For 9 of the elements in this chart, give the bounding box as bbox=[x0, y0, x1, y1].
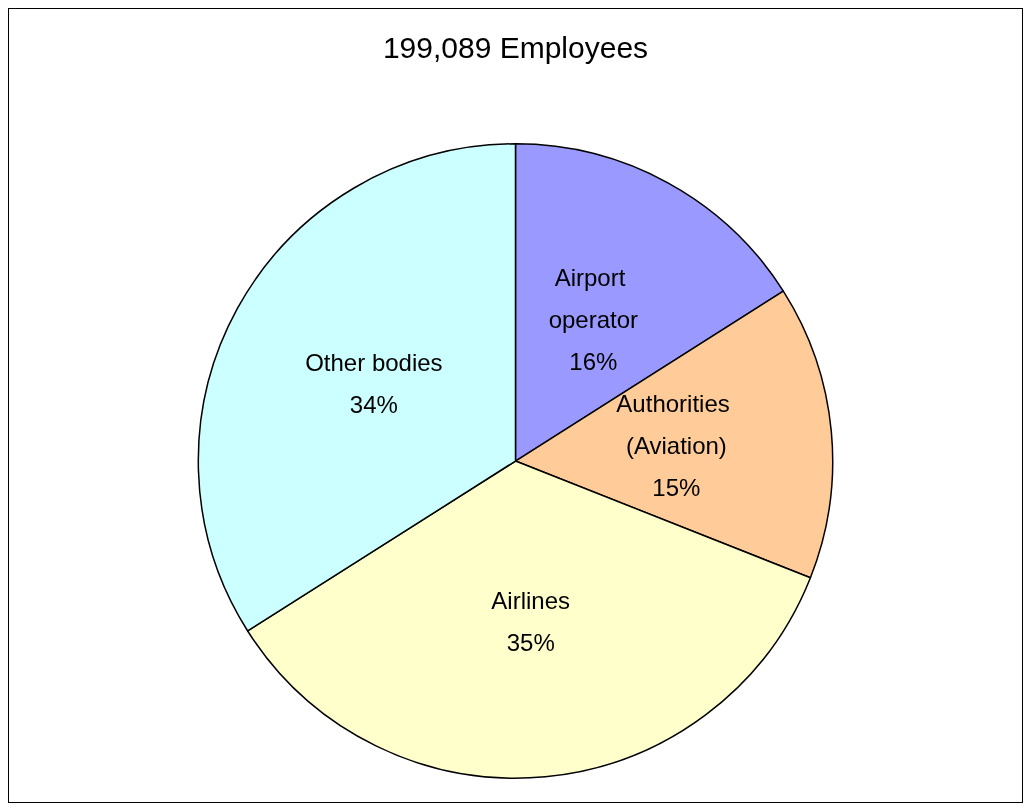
slice-label: Authorities (Aviation) bbox=[616, 390, 737, 460]
chart-title: 199,089 Employees bbox=[382, 30, 649, 64]
slice-label: Airlines bbox=[491, 587, 571, 615]
slice-label: Airport operator bbox=[548, 263, 639, 333]
data-label: 15% bbox=[652, 474, 701, 502]
data-label: 16% bbox=[569, 347, 618, 375]
data-label: 35% bbox=[506, 629, 555, 657]
slice-label: Other bodies bbox=[305, 348, 443, 376]
data-label: 34% bbox=[349, 390, 398, 418]
